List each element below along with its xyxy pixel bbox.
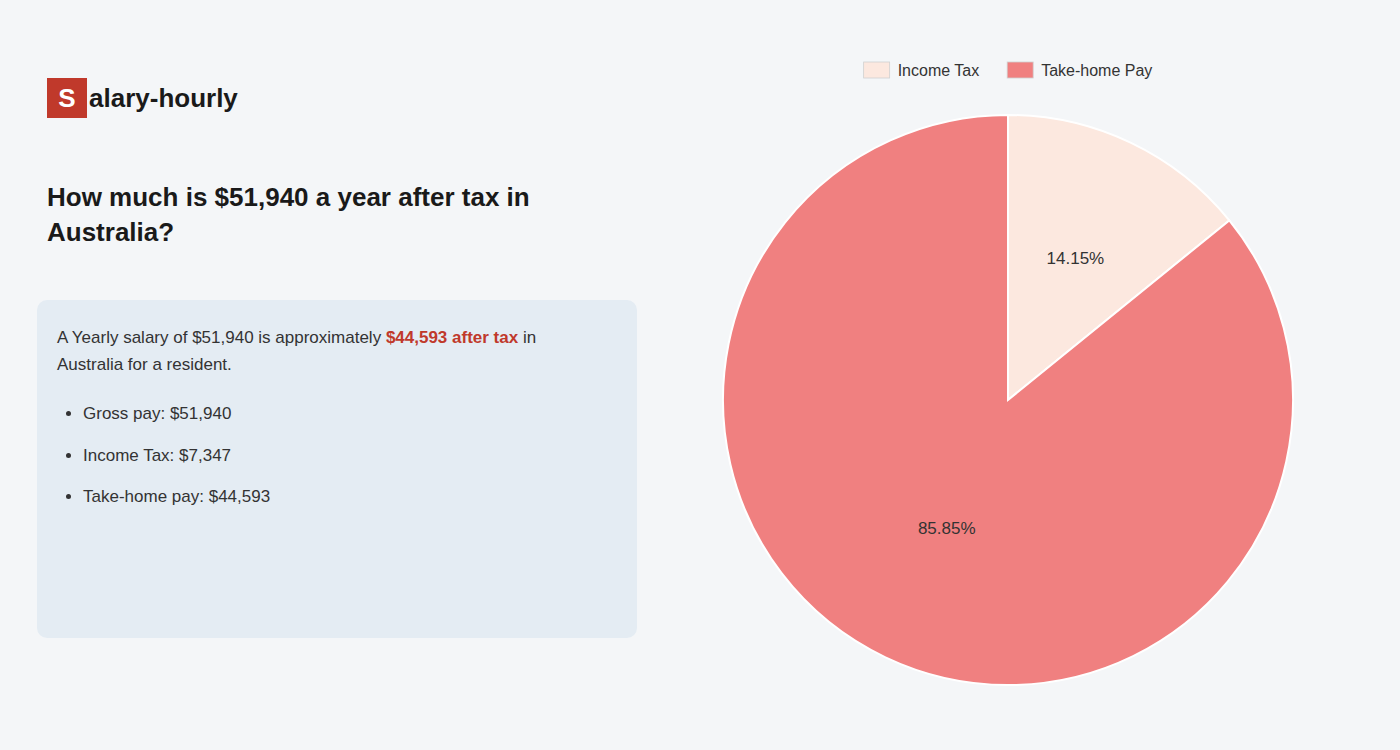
- text-panel: Salary-hourly How much is $51,940 a year…: [0, 0, 672, 750]
- legend-label: Income Tax: [898, 62, 980, 79]
- bullet-item: Income Tax: $7,347: [83, 442, 617, 469]
- slices: [723, 115, 1293, 685]
- summary-highlight: $44,593 after tax: [386, 328, 518, 347]
- legend-swatch: [864, 62, 890, 78]
- legend-swatch: [1007, 62, 1033, 78]
- legend-item: Take-home Pay: [1007, 62, 1152, 79]
- bullet-item: Take-home pay: $44,593: [83, 483, 617, 510]
- legend-item: Income Tax: [864, 62, 980, 79]
- summary-text: A Yearly salary of $51,940 is approximat…: [57, 328, 386, 347]
- logo-text: alary-hourly: [89, 83, 238, 114]
- slice-labels: 14.15% 85.85%: [918, 249, 1104, 538]
- summary: A Yearly salary of $51,940 is approximat…: [57, 324, 617, 378]
- bullet-list: Gross pay: $51,940 Income Tax: $7,347 Take…: [57, 400, 617, 510]
- info-box: A Yearly salary of $51,940 is approximat…: [37, 300, 637, 638]
- legend-label: Take-home Pay: [1041, 62, 1152, 79]
- legend: Income Tax Take-home Pay: [864, 62, 1153, 79]
- slice-label: 85.85%: [918, 519, 976, 538]
- summary-text: in: [518, 328, 536, 347]
- slice-label: 14.15%: [1047, 249, 1105, 268]
- summary-text: Australia for a resident.: [57, 355, 232, 374]
- logo-initial: S: [47, 78, 87, 118]
- logo: Salary-hourly: [47, 78, 238, 118]
- title: How much is $51,940 a year after tax in …: [47, 180, 637, 250]
- pie-slice: [723, 115, 1293, 685]
- pie-chart: 14.15% 85.85% Income Tax Take-home Pay: [650, 0, 1390, 750]
- bullet-item: Gross pay: $51,940: [83, 400, 617, 427]
